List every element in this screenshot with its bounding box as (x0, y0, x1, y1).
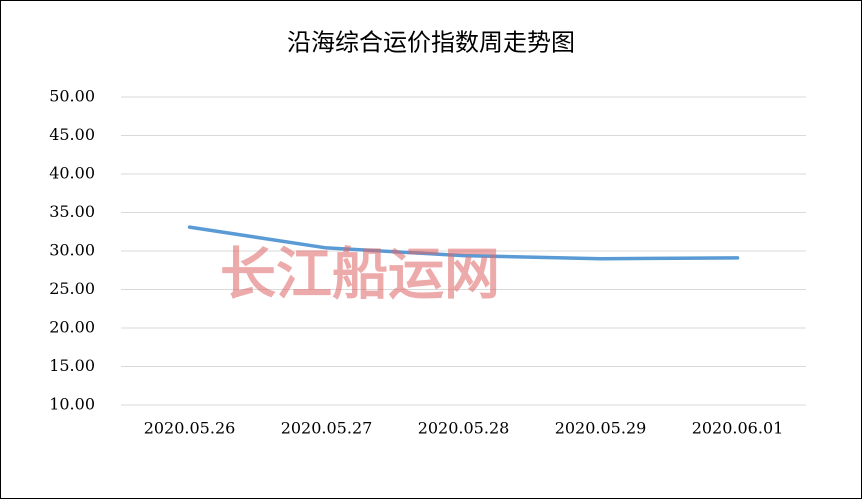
x-tick-label: 2020.05.29 (555, 419, 647, 438)
y-tick-label: 50.00 (49, 87, 95, 106)
x-tick-label: 2020.05.28 (418, 419, 510, 438)
watermark: 长江船运网 (220, 242, 500, 308)
y-tick-label: 40.00 (49, 164, 95, 183)
y-tick-label: 45.00 (49, 125, 95, 144)
y-tick-label: 30.00 (49, 241, 95, 260)
y-tick-label: 25.00 (49, 279, 95, 298)
y-tick-label: 20.00 (49, 318, 95, 337)
line-series (187, 225, 740, 261)
x-tick-label: 2020.05.27 (281, 419, 373, 438)
x-tick-label: 2020.06.01 (692, 419, 784, 438)
chart-title: 沿海综合运价指数周走势图 (287, 29, 575, 57)
y-tick-label: 15.00 (49, 356, 95, 375)
y-tick-label: 10.00 (49, 395, 95, 414)
y-tick-label: 35.00 (49, 202, 95, 221)
x-tick-label: 2020.05.26 (144, 419, 236, 438)
